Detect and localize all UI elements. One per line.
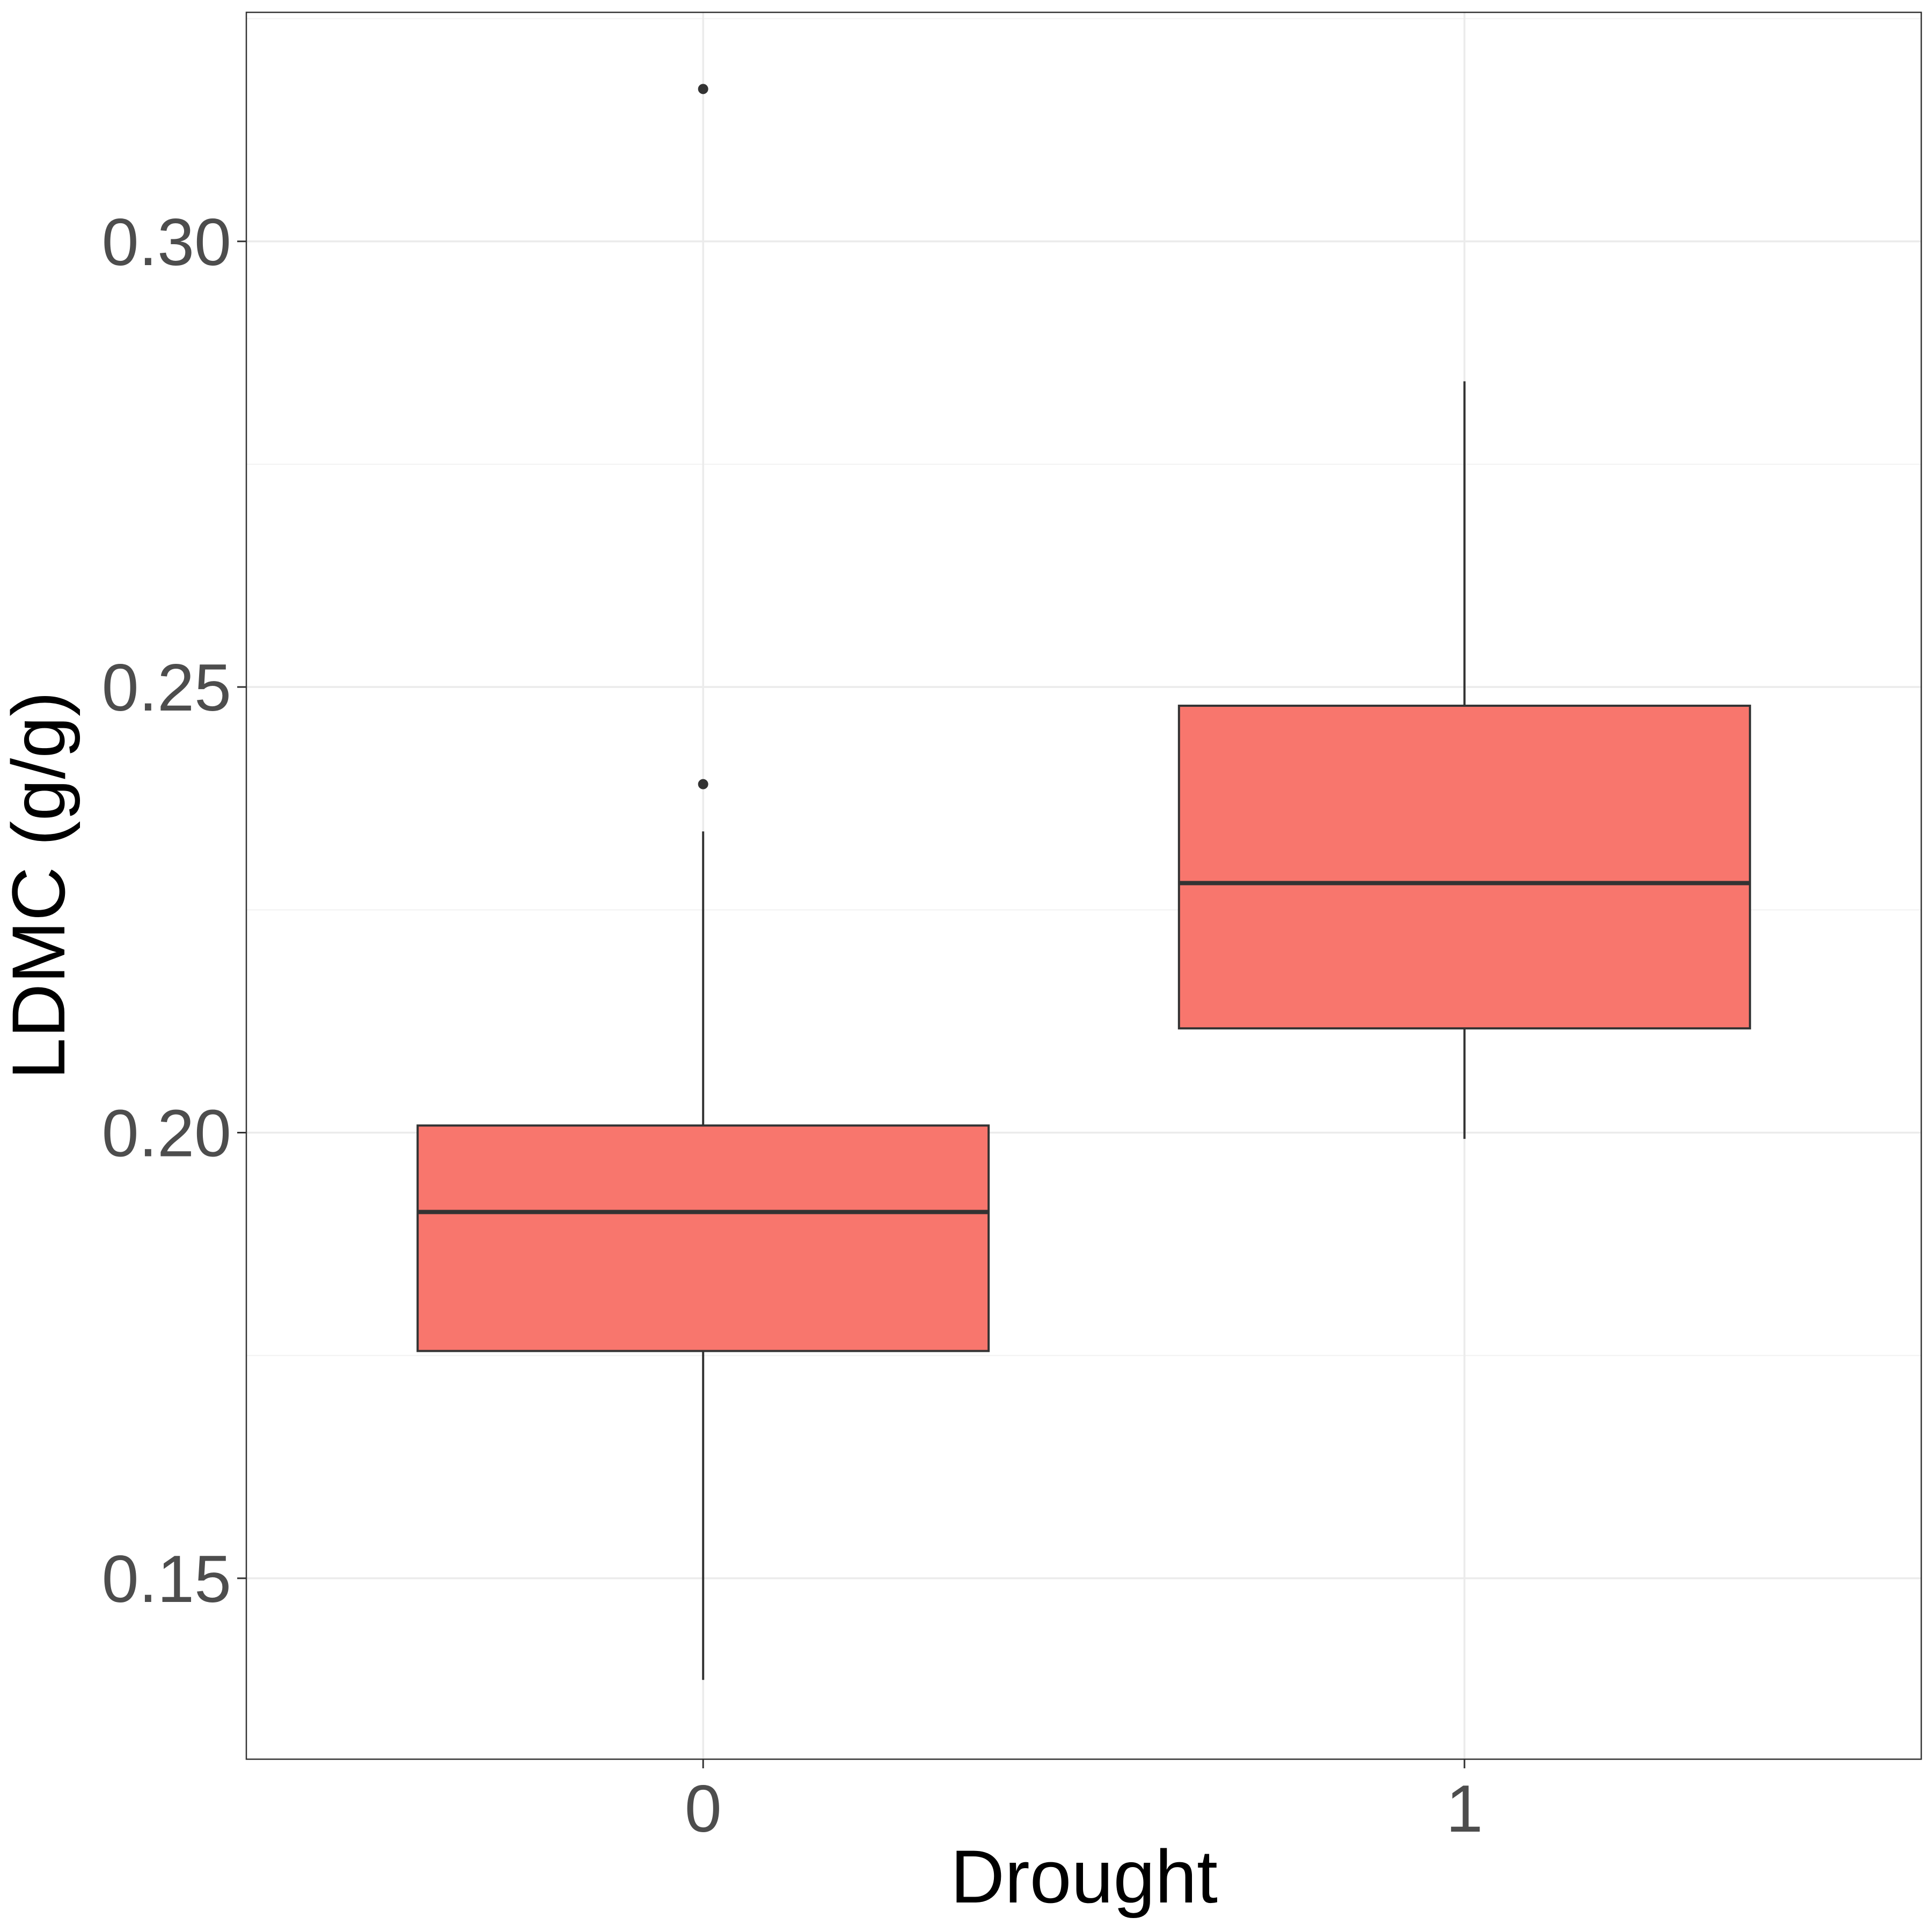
x-tick-label: 0 (685, 1772, 722, 1846)
x-tick-label: 1 (1446, 1772, 1483, 1846)
x-axis-title: Drought (950, 1834, 1218, 1919)
axes: 0.15 0.20 0.25 0.30 0 1 (102, 206, 1483, 1846)
panel-border (245, 11, 1922, 1760)
y-tick-label: 0.25 (102, 651, 231, 725)
outlier-point (698, 84, 708, 94)
y-tick-label: 0.20 (102, 1097, 231, 1171)
box-body (416, 1124, 990, 1352)
box-body (1177, 705, 1751, 1030)
boxes (416, 84, 1751, 1680)
outlier-point (698, 779, 708, 789)
y-tick-label: 0.30 (102, 206, 231, 280)
y-axis-title: LDMC (g/g) (0, 691, 80, 1079)
y-tick-label: 0.15 (102, 1542, 231, 1616)
